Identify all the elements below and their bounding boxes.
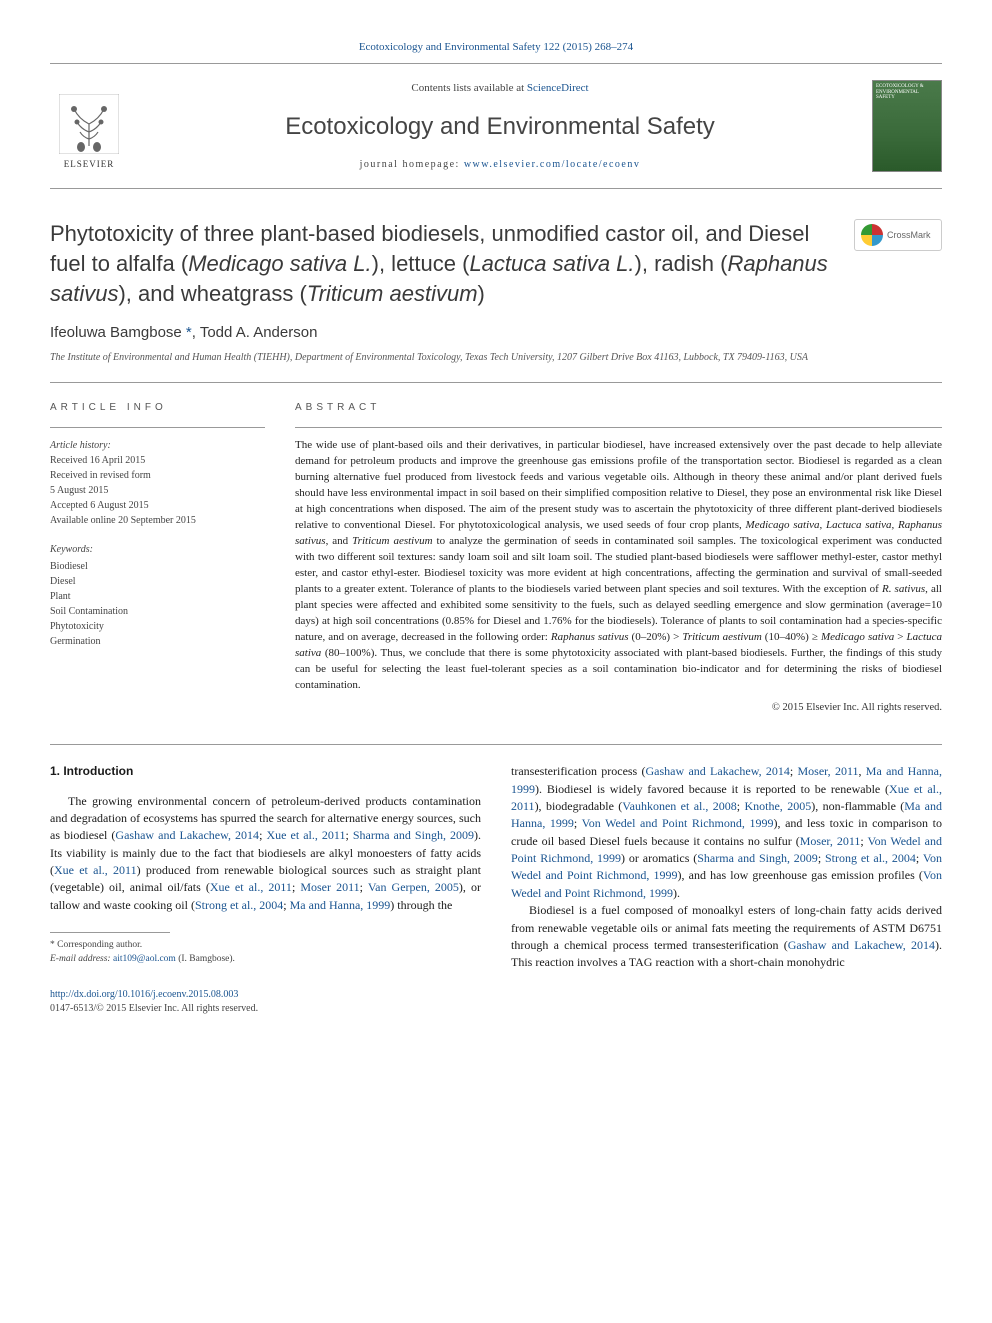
journal-name: Ecotoxicology and Environmental Safety (148, 110, 852, 144)
abstract-copyright: © 2015 Elsevier Inc. All rights reserved… (295, 701, 942, 716)
footnote-email-link[interactable]: ait109@aol.com (113, 954, 176, 964)
history-line: Available online 20 September 2015 (50, 513, 265, 528)
keyword: Soil Contamination (50, 604, 265, 619)
masthead-center: Contents lists available at ScienceDirec… (148, 81, 852, 172)
elsevier-wordmark: ELSEVIER (64, 158, 115, 171)
keyword: Germination (50, 634, 265, 649)
article-title: Phytotoxicity of three plant-based biodi… (50, 219, 834, 308)
journal-home: journal homepage: www.elsevier.com/locat… (148, 158, 852, 172)
elsevier-tree-icon (59, 94, 119, 154)
corresponding-author-footnote: * Corresponding author. E-mail address: … (50, 939, 481, 966)
running-head: Ecotoxicology and Environmental Safety 1… (50, 40, 942, 55)
abstract-heading: ABSTRACT (295, 401, 942, 415)
history-line: 5 August 2015 (50, 483, 265, 498)
journal-home-link[interactable]: www.elsevier.com/locate/ecoenv (464, 159, 641, 170)
keyword: Biodiesel (50, 559, 265, 574)
history-line: Received in revised form (50, 468, 265, 483)
crossmark-badge[interactable]: CrossMark (854, 219, 942, 251)
authors: Ifeoluwa Bamgbose *, Todd A. Anderson (50, 322, 942, 343)
body-columns: 1. Introduction The growing environmenta… (50, 763, 942, 972)
issn-line: 0147-6513/© 2015 Elsevier Inc. All right… (50, 1003, 258, 1014)
contents-line: Contents lists available at ScienceDirec… (148, 81, 852, 96)
doi-link[interactable]: http://dx.doi.org/10.1016/j.ecoenv.2015.… (50, 989, 238, 1000)
crossmark-icon (861, 224, 883, 246)
abstract-column: ABSTRACT The wide use of plant-based oil… (295, 401, 942, 716)
body-para-1: The growing environmental concern of pet… (50, 793, 481, 915)
footnote-email-label: E-mail address: (50, 954, 111, 964)
affiliation: The Institute of Environmental and Human… (50, 351, 942, 364)
elsevier-logo: ELSEVIER (50, 82, 128, 170)
journal-home-prefix: journal homepage: (360, 159, 464, 170)
history-label: Article history: (50, 438, 265, 453)
sciencedirect-link[interactable]: ScienceDirect (527, 82, 589, 94)
article-info-heading: ARTICLE INFO (50, 401, 265, 415)
cover-thumb-label: ECOTOXICOLOGY & ENVIRONMENTAL SAFETY (876, 84, 938, 101)
crossmark-label: CrossMark (887, 229, 931, 242)
footnote-email-person: (I. Bamgbose). (178, 954, 235, 964)
article-info-column: ARTICLE INFO Article history: Received 1… (50, 401, 265, 716)
rule (50, 382, 942, 383)
keyword: Diesel (50, 574, 265, 589)
footnote-rule (50, 932, 170, 933)
body-para-1b: transesterification process (Gashaw and … (511, 763, 942, 902)
rule (50, 427, 265, 428)
abstract-text: The wide use of plant-based oils and the… (295, 438, 942, 693)
contents-prefix: Contents lists available at (411, 82, 526, 94)
section-heading-1: 1. Introduction (50, 763, 481, 780)
history-line: Received 16 April 2015 (50, 453, 265, 468)
rule (295, 427, 942, 428)
history-line: Accepted 6 August 2015 (50, 498, 265, 513)
keyword: Phytotoxicity (50, 619, 265, 634)
keywords-block: Keywords: BiodieselDieselPlantSoil Conta… (50, 542, 265, 649)
page-footer: http://dx.doi.org/10.1016/j.ecoenv.2015.… (50, 988, 942, 1016)
keyword: Plant (50, 589, 265, 604)
journal-cover-thumb: ECOTOXICOLOGY & ENVIRONMENTAL SAFETY (872, 80, 942, 172)
keywords-label: Keywords: (50, 542, 265, 557)
footnote-corr: * Corresponding author. (50, 939, 481, 952)
masthead: ELSEVIER Contents lists available at Sci… (50, 63, 942, 189)
body-para-2: Biodiesel is a fuel composed of monoalky… (511, 902, 942, 972)
article-history: Article history: Received 16 April 2015R… (50, 438, 265, 528)
rule (50, 744, 942, 745)
